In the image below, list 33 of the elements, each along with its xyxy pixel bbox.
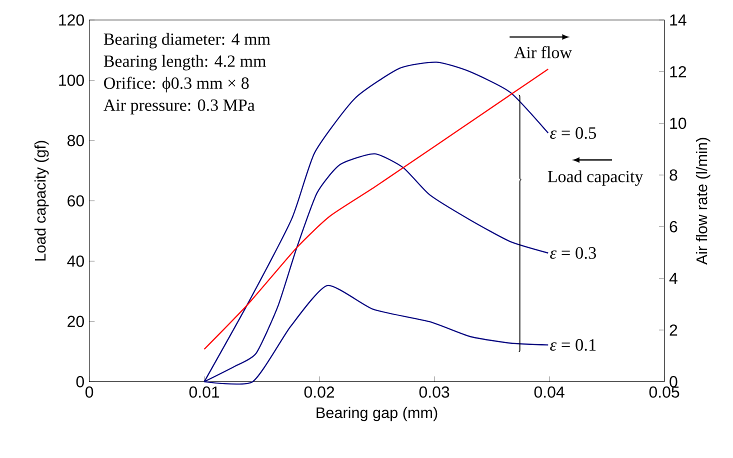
- x-axis-title: Bearing gap (mm): [316, 406, 438, 422]
- y-axis-title: Load capacity (gf): [34, 140, 49, 261]
- annotation: Air pressure: 0.3 MPa: [104, 99, 255, 114]
- x-tick-label: 0.05: [649, 386, 680, 398]
- annotation: Bearing length: 4.2 mm: [104, 54, 266, 70]
- x-tick-label: 0.03: [419, 386, 450, 398]
- y-tick-label: 20: [68, 316, 84, 328]
- y2-tick-label: 6: [670, 221, 678, 232]
- y2-tick-label: 0: [670, 376, 678, 388]
- y2-tick-label: 12: [670, 66, 686, 78]
- y2-tick-label: 2: [670, 324, 678, 336]
- y2-tick-label: 8: [670, 169, 678, 181]
- y-tick-label: 0: [76, 376, 84, 388]
- series-label: ε = 0.3: [550, 247, 596, 259]
- x-tick-label: 0.04: [534, 386, 564, 398]
- x-tick-label: 0.02: [304, 386, 334, 398]
- y2-tick-label: 14: [670, 14, 686, 26]
- y2-tick-label: 10: [670, 118, 686, 129]
- y-tick-label: 40: [67, 255, 84, 267]
- x-tick-label: 0: [85, 386, 94, 398]
- y-tick-label: 60: [68, 195, 84, 207]
- series-label: ε = 0.1: [550, 339, 596, 351]
- y2-tick-label: 4: [669, 272, 678, 284]
- series-label: ε = 0.5: [550, 127, 596, 139]
- annotation: Orifice: ϕ0.3 mm × 8: [104, 76, 249, 92]
- annotation: Load capacity: [548, 170, 644, 186]
- annotation: Air flow: [514, 46, 572, 58]
- y-tick-label: 100: [59, 74, 84, 86]
- y-tick-label: 120: [59, 14, 84, 26]
- y-tick-label: 80: [67, 134, 84, 146]
- annotation: Bearing diameter: 4 mm: [104, 32, 270, 48]
- x-tick-label: 0.01: [189, 386, 220, 398]
- y2-axis-title: Air flow rate (l/min): [696, 138, 710, 265]
